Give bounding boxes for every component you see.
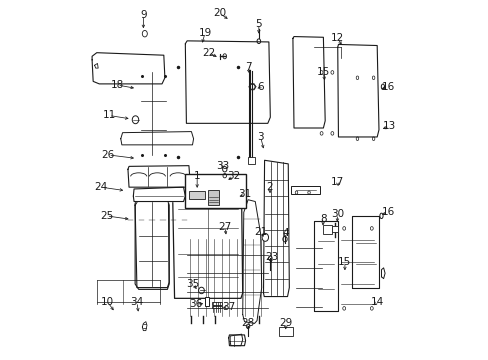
Polygon shape	[263, 160, 289, 297]
Text: 27: 27	[218, 222, 231, 231]
Text: 34: 34	[130, 297, 143, 307]
Polygon shape	[121, 132, 193, 145]
Text: 8: 8	[320, 215, 326, 224]
Polygon shape	[135, 200, 169, 289]
Text: 24: 24	[94, 182, 107, 192]
Polygon shape	[292, 37, 325, 128]
Bar	[211, 306, 222, 309]
Polygon shape	[351, 216, 378, 288]
Text: 4: 4	[282, 228, 288, 238]
Polygon shape	[135, 200, 169, 288]
Text: 26: 26	[102, 150, 115, 160]
Text: 3: 3	[257, 132, 264, 142]
Text: 23: 23	[264, 252, 278, 262]
Text: 11: 11	[102, 111, 115, 121]
Bar	[211, 302, 222, 305]
Text: 5: 5	[255, 19, 262, 29]
Bar	[290, 186, 319, 194]
Text: 21: 21	[253, 227, 267, 237]
Text: 28: 28	[241, 319, 254, 328]
Text: 31: 31	[237, 189, 251, 199]
Text: 37: 37	[221, 302, 235, 312]
Text: 13: 13	[382, 121, 396, 131]
Text: 29: 29	[279, 319, 292, 328]
Bar	[188, 191, 204, 199]
Bar	[185, 174, 245, 208]
Polygon shape	[133, 187, 185, 202]
Text: 2: 2	[266, 182, 272, 192]
Bar	[322, 225, 331, 234]
Text: 16: 16	[381, 82, 394, 92]
Polygon shape	[337, 44, 378, 137]
Ellipse shape	[262, 233, 268, 241]
Text: 14: 14	[370, 297, 383, 307]
Text: 6: 6	[257, 82, 264, 92]
Polygon shape	[128, 166, 190, 187]
Bar	[204, 297, 208, 306]
Bar	[207, 190, 218, 205]
Text: 36: 36	[189, 299, 203, 309]
Polygon shape	[92, 53, 164, 84]
Text: 16: 16	[381, 207, 394, 217]
Text: 25: 25	[100, 211, 113, 221]
Text: 18: 18	[110, 80, 123, 90]
Bar	[332, 226, 337, 232]
Text: 15: 15	[316, 67, 329, 77]
Text: 35: 35	[185, 279, 199, 289]
Polygon shape	[228, 335, 245, 346]
Bar	[247, 157, 254, 164]
Text: 30: 30	[330, 209, 344, 219]
Text: 20: 20	[212, 8, 225, 18]
Polygon shape	[185, 41, 270, 123]
Text: 10: 10	[101, 297, 114, 307]
Text: 33: 33	[216, 161, 229, 171]
Bar	[278, 327, 292, 336]
Text: 9: 9	[140, 10, 146, 20]
Text: 12: 12	[330, 33, 344, 43]
Text: 22: 22	[202, 48, 215, 58]
Text: 32: 32	[226, 171, 240, 181]
Polygon shape	[172, 198, 242, 298]
Polygon shape	[314, 221, 337, 311]
Polygon shape	[230, 334, 242, 346]
Text: 19: 19	[198, 28, 211, 38]
Text: 1: 1	[193, 171, 200, 181]
Text: 15: 15	[338, 257, 351, 267]
Text: 17: 17	[330, 177, 344, 187]
Text: 7: 7	[244, 62, 251, 72]
